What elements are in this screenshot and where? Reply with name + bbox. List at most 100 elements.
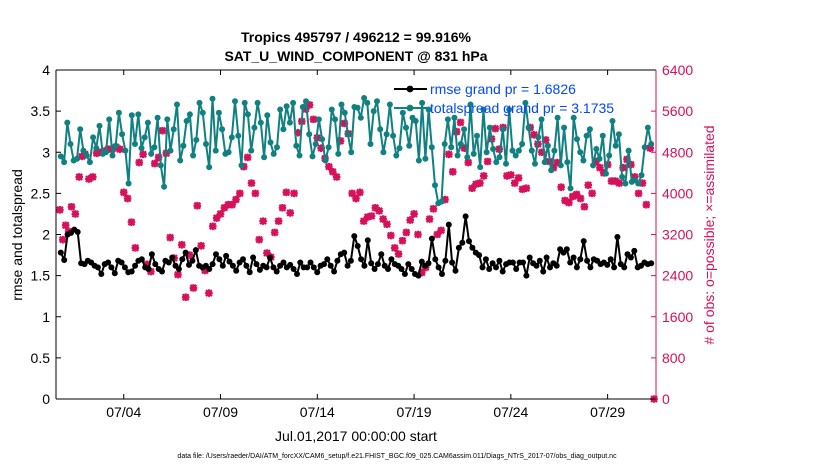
obs-marker	[305, 101, 314, 109]
spread-point	[270, 150, 277, 157]
obs-marker	[456, 118, 465, 127]
rmse-point	[310, 264, 317, 271]
spread-point	[303, 98, 309, 105]
rmse-point	[361, 262, 368, 269]
rmse-point	[388, 256, 395, 263]
rmse-point	[513, 266, 520, 272]
obs-marker	[503, 172, 511, 180]
obs-marker	[150, 159, 159, 168]
rmse-point	[580, 238, 587, 245]
spread-point	[199, 109, 206, 116]
rmse-point	[175, 266, 182, 272]
rmse-point	[449, 259, 456, 266]
obs-marker	[278, 203, 287, 212]
rmse-point	[105, 259, 112, 266]
y-right-tick-label: 0	[662, 391, 670, 407]
obs-marker	[56, 206, 64, 214]
obs-marker	[104, 145, 113, 153]
obs-marker	[212, 214, 221, 222]
obs-marker	[464, 158, 473, 167]
spread-point	[186, 111, 193, 118]
rmse-point	[540, 268, 547, 275]
rmse-point	[118, 259, 125, 266]
obs-marker	[174, 270, 182, 279]
rmse-point	[209, 261, 216, 268]
rmse-point	[216, 256, 223, 263]
obs-marker	[123, 194, 132, 203]
spread-point	[644, 124, 651, 131]
legend-spread-marker	[406, 104, 414, 112]
rmse-point	[307, 259, 314, 266]
x-tick-label: 07/14	[300, 404, 335, 420]
obs-marker	[510, 179, 519, 187]
spread-point	[532, 160, 538, 167]
rmse-point	[466, 238, 472, 245]
spread-point	[293, 142, 300, 149]
obs-marker	[119, 188, 128, 197]
spread-point	[444, 116, 451, 123]
spread-point	[267, 139, 274, 146]
rmse-point	[536, 257, 543, 264]
rmse-point	[432, 256, 439, 263]
rmse-point	[192, 247, 199, 254]
spread-point	[577, 149, 584, 156]
obs-marker	[565, 198, 573, 207]
obs-marker	[406, 216, 414, 224]
rmse-point	[439, 271, 445, 277]
spread-point	[209, 95, 216, 102]
spread-point	[232, 98, 238, 105]
obs-marker	[592, 157, 600, 166]
obs-marker	[514, 174, 523, 182]
spread-point	[77, 126, 84, 133]
spread-point	[428, 144, 435, 151]
rmse-point	[267, 254, 273, 261]
spread-point	[325, 144, 332, 151]
spread-point	[286, 119, 293, 126]
rmse-point	[189, 257, 196, 264]
obs-marker	[371, 203, 380, 212]
obs-marker	[92, 149, 101, 158]
spread-point	[67, 141, 74, 147]
obs-marker	[58, 235, 67, 244]
rmse-point	[233, 267, 240, 274]
obs-marker	[325, 162, 333, 171]
rmse-point	[587, 264, 594, 271]
rmse-point	[486, 266, 493, 272]
rmse-point	[462, 213, 469, 220]
obs-marker	[251, 189, 260, 198]
obs-marker	[642, 200, 651, 209]
spread-point	[425, 106, 432, 113]
rmse-point	[243, 262, 250, 269]
y-right-tick-label: 4800	[662, 144, 693, 160]
spread-point	[509, 147, 516, 154]
obs-marker	[243, 153, 252, 162]
spread-point	[480, 106, 487, 113]
rmse-point	[547, 264, 553, 271]
rmse-point	[169, 254, 176, 261]
obs-marker	[375, 207, 384, 215]
spread-point	[151, 144, 158, 151]
obs-marker	[394, 250, 403, 258]
obs-marker	[189, 284, 198, 292]
y-tick-label: 1	[42, 309, 50, 325]
spread-point	[203, 141, 209, 147]
spread-point	[496, 154, 503, 161]
spread-point	[619, 173, 626, 180]
obs-marker	[352, 194, 360, 203]
obs-marker	[607, 177, 616, 185]
y-tick-label: 1.5	[31, 268, 51, 284]
rmse-point	[611, 264, 618, 271]
spread-point	[554, 114, 561, 121]
rmse-point	[98, 271, 105, 277]
rmse-point	[358, 256, 365, 263]
obs-marker	[530, 130, 538, 139]
rmse-point	[570, 254, 577, 261]
spread-point	[448, 144, 455, 151]
y-right-tick-label: 3200	[662, 227, 693, 243]
spread-point	[238, 162, 245, 169]
rmse-point	[584, 257, 591, 264]
obs-marker	[75, 173, 84, 181]
rmse-point	[428, 235, 435, 242]
spread-point	[290, 99, 297, 106]
spread-point	[248, 147, 255, 154]
